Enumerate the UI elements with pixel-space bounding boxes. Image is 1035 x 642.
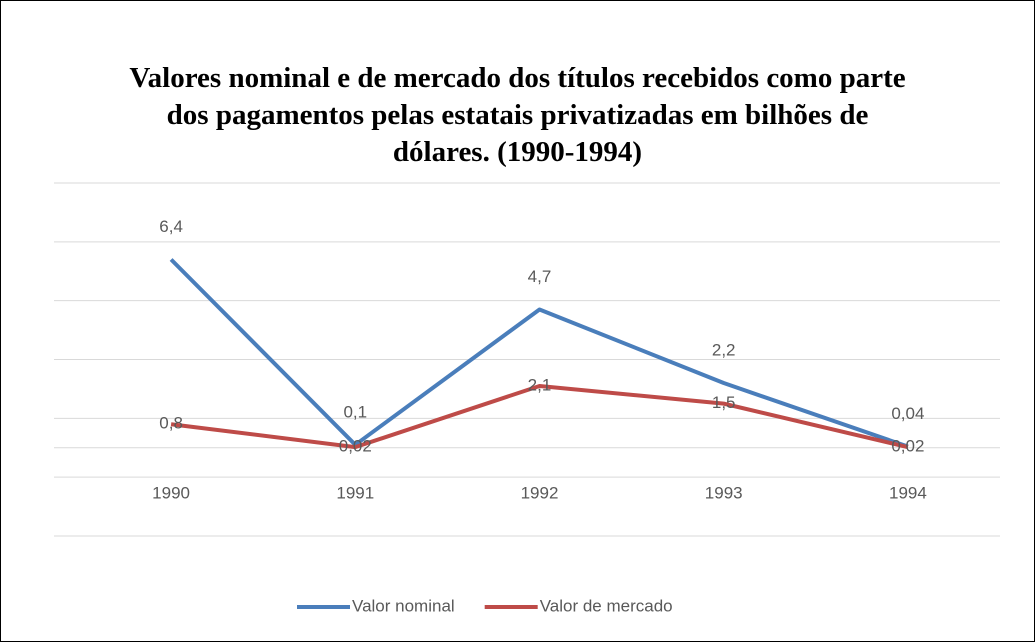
data-label: 1,5 xyxy=(712,393,736,412)
data-label: 0,02 xyxy=(339,437,372,456)
x-tick-label: 1990 xyxy=(152,483,190,502)
legend-label: Valor de mercado xyxy=(540,596,673,615)
data-label: 2,2 xyxy=(712,341,736,360)
legend-label: Valor nominal xyxy=(352,596,455,615)
data-label: 2,1 xyxy=(528,375,552,394)
series-line xyxy=(169,258,909,449)
x-tick-label: 1992 xyxy=(521,483,559,502)
x-tick-label: 1991 xyxy=(336,483,374,502)
data-label: 4,7 xyxy=(528,267,552,286)
series-line xyxy=(170,383,909,450)
chart-title: Valores nominal e de mercado dos títulos… xyxy=(129,62,906,168)
data-label: 0,04 xyxy=(891,404,924,423)
data-label: 0,1 xyxy=(343,402,367,421)
x-tick-label: 1994 xyxy=(889,483,927,502)
data-label: 0,02 xyxy=(891,437,924,456)
x-tick-label: 1993 xyxy=(705,483,743,502)
data-label: 0,8 xyxy=(159,414,183,433)
data-label: 6,4 xyxy=(159,217,183,236)
